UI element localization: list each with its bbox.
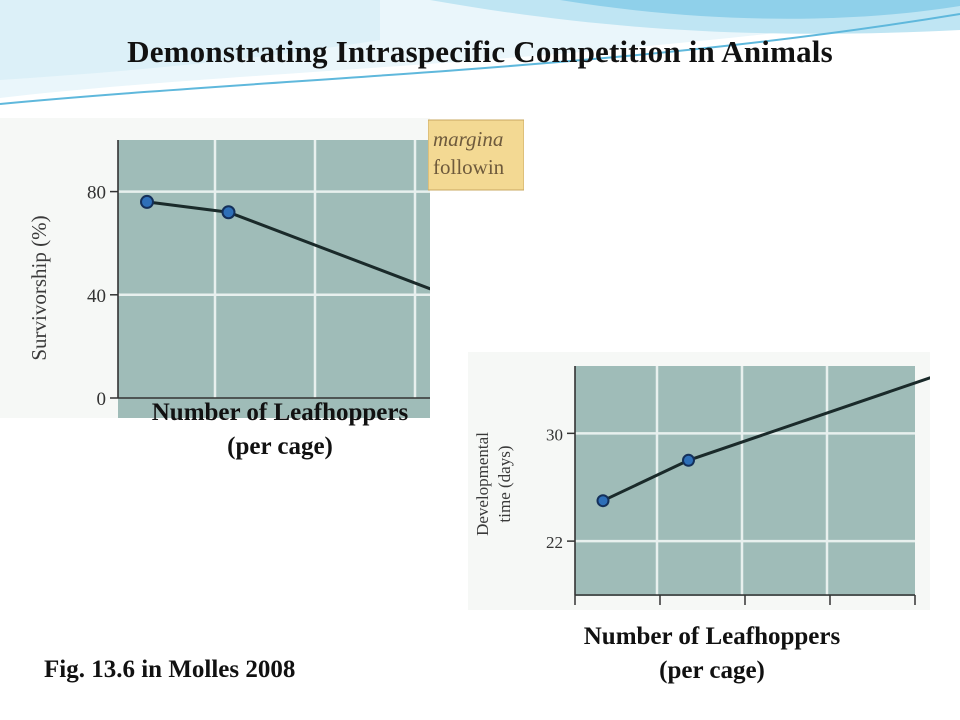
chart1-point-1 [221, 205, 236, 220]
chart1-ytick-label-0: 0 [97, 389, 107, 410]
margin-note: margina followin [428, 119, 524, 191]
developmental-time-chart: 22 30 Developmental time (days) [468, 352, 930, 610]
header-wave-decoration [0, 0, 960, 105]
chart2-x-axis-label: Number of Leafhoppers (per cage) [532, 620, 892, 688]
chart1-y-axis-label: Survivorship (%) [27, 215, 51, 360]
margin-note-box [428, 119, 524, 191]
survivorship-chart: 0 40 80 Survivorship (%) [0, 118, 430, 418]
chart1-x-axis-label-line1: Number of Leafhoppers [151, 399, 409, 426]
chart2-x-axis-label-line1: Number of Leafhoppers [583, 623, 841, 650]
margin-note-line2: followin [433, 155, 505, 179]
header-wave-front [560, 0, 960, 19]
chart1-point-0 [140, 194, 154, 209]
chart2-plot-area [575, 366, 915, 596]
margin-note-line1: margina [433, 127, 503, 151]
chart2-point-0 [596, 494, 610, 508]
chart2-point-1 [682, 453, 695, 467]
chart2-y-axis-label-line1: Developmental [473, 432, 492, 536]
chart1-ytick-label-2: 80 [87, 183, 106, 204]
chart1-x-axis-label: Number of Leafhoppers (per cage) [100, 396, 460, 464]
figure-caption: Fig. 13.6 in Molles 2008 [44, 656, 296, 683]
chart1-plot-area [118, 140, 430, 418]
chart1-series [140, 194, 430, 291]
chart1-axes: 0 40 80 [87, 140, 430, 410]
chart2-y-axis-label-line2: time (days) [495, 446, 514, 523]
chart2-series [596, 376, 930, 508]
chart1-grid [118, 140, 430, 398]
chart2-ytick-label-1: 30 [546, 425, 563, 444]
header-wave-line [0, 13, 960, 105]
chart2-grid [575, 366, 915, 595]
chart1-ytick-label-1: 40 [87, 286, 106, 307]
chart2-axes: 22 30 [546, 366, 916, 605]
chart2-ytick-label-0: 22 [546, 533, 563, 552]
chart2-x-axis-label-line2: (per cage) [659, 657, 765, 684]
header-wave-left [0, 0, 380, 80]
slide-title: Demonstrating Intraspecific Competition … [127, 34, 833, 69]
chart1-x-axis-label-line2: (per cage) [227, 433, 333, 460]
